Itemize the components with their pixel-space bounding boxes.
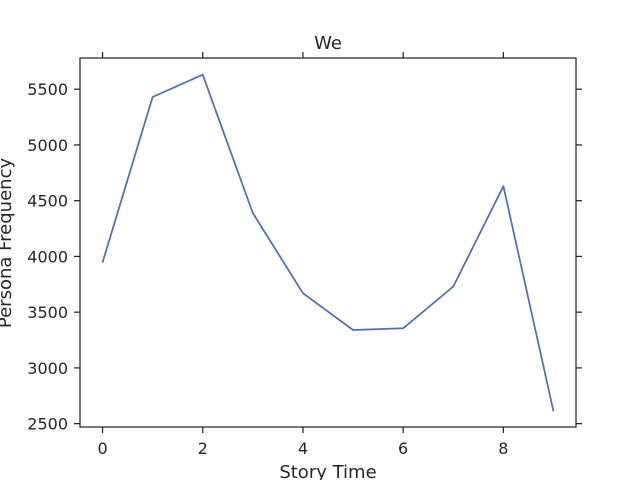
x-tick-label: 4: [298, 439, 308, 458]
axes-frame: [79, 57, 577, 428]
y-tick-label: 3000: [27, 359, 68, 378]
y-tick-label: 5500: [27, 80, 68, 99]
x-tick-label: 0: [97, 439, 107, 458]
y-tick-label: 3500: [27, 303, 68, 322]
y-tick-labels: 2500 3000 3500 4000 4500 5000 5500: [27, 80, 68, 433]
series-line: [101, 73, 555, 412]
y-tick-label: 5000: [27, 136, 68, 155]
x-tick-label: 8: [498, 439, 508, 458]
x-tick-labels: 0 2 4 6 8: [97, 439, 508, 458]
y-tick-label: 4500: [27, 192, 68, 211]
tick-marks: [74, 52, 582, 433]
series-group: [101, 73, 555, 412]
x-tick-label: 2: [198, 439, 208, 458]
y-tick-label: 2500: [27, 415, 68, 434]
x-tick-label: 6: [398, 439, 408, 458]
x-axis-label: Story Time: [279, 462, 376, 480]
y-tick-label: 4000: [27, 247, 68, 266]
chart-title: We: [314, 33, 342, 54]
y-axis-label: Persona Frequency: [0, 158, 16, 329]
plot-area: [79, 57, 577, 428]
